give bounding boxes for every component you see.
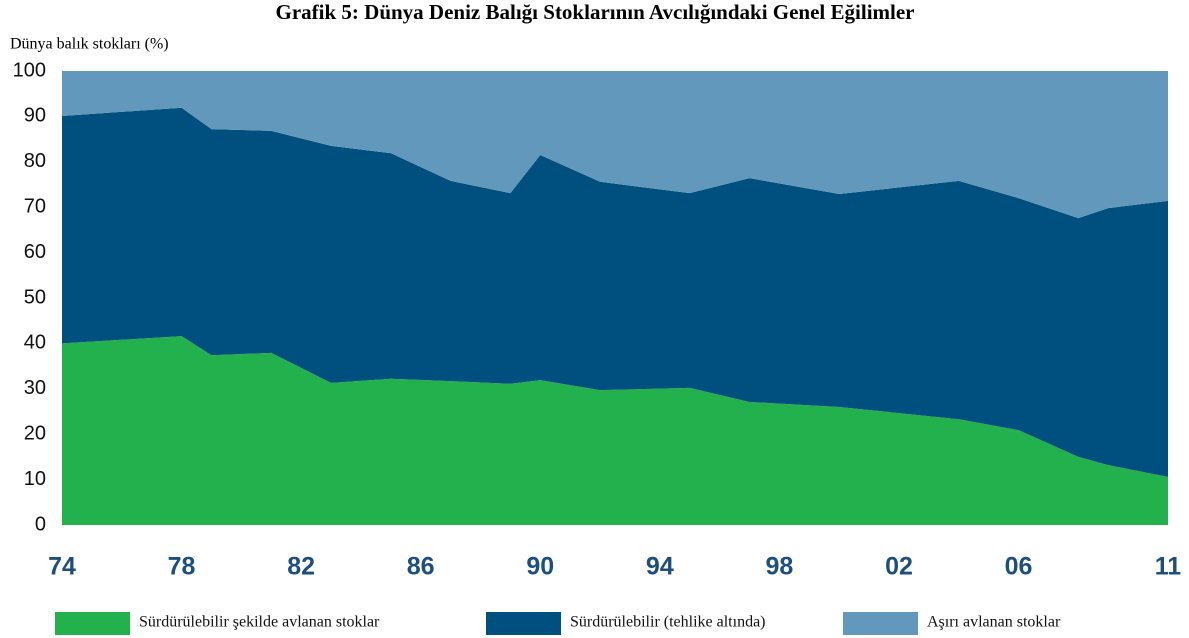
x-tick-label: 98 xyxy=(765,553,793,581)
legend-label: Aşırı avlanan stoklar xyxy=(927,614,1061,631)
area xyxy=(62,107,1168,477)
x-tick-label: 82 xyxy=(287,553,315,581)
x-tick-label: 11 xyxy=(1155,553,1182,581)
y-axis-label: Dünya balık stokları (%) xyxy=(10,36,169,53)
x-tick-label: 90 xyxy=(526,553,554,581)
y-tick-label: 60 xyxy=(24,241,46,263)
legend-label: Sürdürülebilir (tehlike altında) xyxy=(570,614,766,631)
y-tick-label: 80 xyxy=(24,150,46,172)
y-tick-label: 90 xyxy=(24,105,46,127)
x-tick-label: 94 xyxy=(646,553,674,581)
legend-label: Sürdürülebilir şekilde avlanan stoklar xyxy=(139,614,380,631)
legend-swatch xyxy=(55,612,130,635)
y-tick-label: 100 xyxy=(13,59,46,81)
x-tick-label: 74 xyxy=(48,553,76,581)
y-tick-label: 50 xyxy=(24,286,46,308)
x-tick-label: 06 xyxy=(1005,553,1033,581)
y-tick-label: 0 xyxy=(35,513,46,535)
area xyxy=(62,336,1168,525)
x-tick-label: 86 xyxy=(407,553,435,581)
x-tick-label: 02 xyxy=(885,553,913,581)
chart-title: Grafik 5: Dünya Deniz Balığı Stoklarının… xyxy=(276,0,915,24)
y-tick-label: 30 xyxy=(24,377,46,399)
y-tick-label: 40 xyxy=(24,332,46,354)
area xyxy=(62,71,1168,219)
y-tick-label: 70 xyxy=(24,195,46,217)
legend-swatch xyxy=(486,612,561,635)
y-tick-label: 20 xyxy=(24,422,46,444)
y-tick-label: 10 xyxy=(24,468,46,490)
x-tick-label: 78 xyxy=(168,553,196,581)
legend-swatch xyxy=(843,612,918,635)
